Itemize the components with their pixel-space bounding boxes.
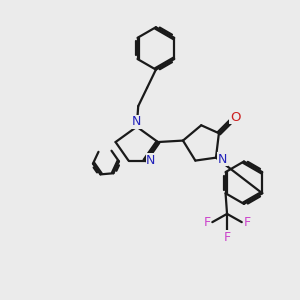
Text: F: F [224,231,231,244]
Text: F: F [244,216,250,229]
Text: O: O [230,110,240,124]
Text: N: N [132,115,141,128]
Text: N: N [146,154,156,167]
Text: F: F [203,216,211,229]
Text: N: N [218,153,227,166]
